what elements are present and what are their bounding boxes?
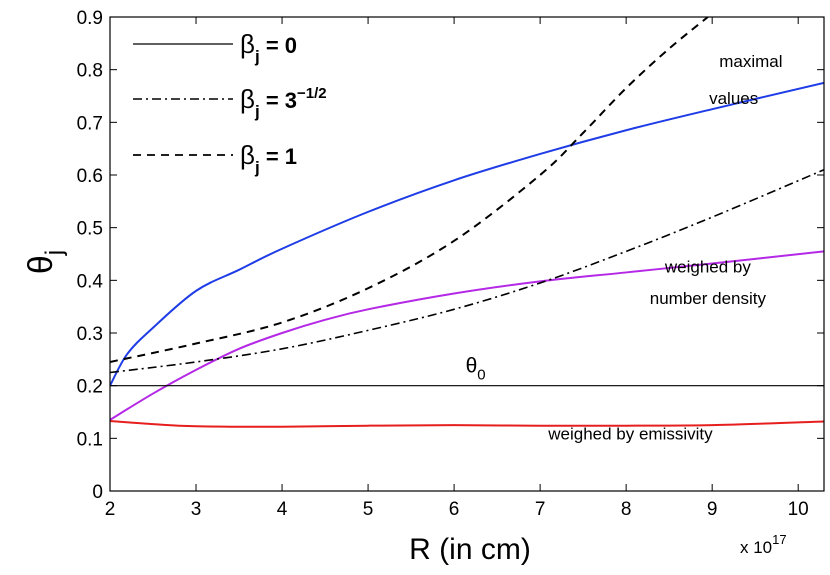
x-multiplier: x 1017 <box>740 532 787 557</box>
x-tick-label: 10 <box>788 499 809 520</box>
annotation-weighed-by: weighed by <box>664 257 752 276</box>
axis-titles: R (in cm) x 1017 θj <box>22 250 787 566</box>
x-tick-label: 4 <box>277 499 288 520</box>
y-axis-title: θj <box>22 250 68 274</box>
x-tick-label: 9 <box>707 499 718 520</box>
annotation-maximal: maximal <box>719 52 782 71</box>
x-multiplier-exponent: 17 <box>772 532 786 547</box>
series-line-weighed-by-number-density <box>110 250 824 421</box>
annotations: maximal values weighed by number density… <box>466 52 783 443</box>
annotation-weighed-by-emissivity: weighed by emissivity <box>547 424 713 443</box>
plot-frame <box>109 16 825 492</box>
legend-entry-beta-0: βj = 0 <box>133 29 297 66</box>
series-line-j-3-1-2 <box>110 168 824 374</box>
x-tick-label: 2 <box>105 499 116 520</box>
series-line-weighed-by-emissivity <box>110 419 824 428</box>
x-tick-label: 7 <box>535 499 546 520</box>
legend-entry-beta-1: βj = 1 <box>133 140 297 177</box>
plot-background <box>110 17 824 491</box>
y-tick-label: 0.2 <box>77 377 103 398</box>
y-tick-label: 0.9 <box>77 8 103 29</box>
annotation-values: values <box>709 89 758 108</box>
y-tick-label: 0.8 <box>77 61 103 82</box>
x-tick-label: 3 <box>191 499 202 520</box>
series-line-maximal-values <box>110 81 824 387</box>
legend-entry-beta-3: βj = 3−1/2 <box>133 84 327 121</box>
theta0-symbol: θ <box>466 355 478 378</box>
legend: βj = 0 βj = 3−1/2 βj = 1 <box>133 29 327 177</box>
legend-label-beta-0: βj = 0 <box>240 29 297 66</box>
y-tick-label: 0 <box>92 482 103 503</box>
y-tick-label: 0.5 <box>77 219 103 240</box>
annotation-number-density: number density <box>650 289 767 308</box>
legend-label-beta-3: βj = 3−1/2 <box>240 84 327 121</box>
x-tick-label: 5 <box>363 499 374 520</box>
theta0-label: θ0 <box>466 355 486 384</box>
x-tick-label: 6 <box>449 499 460 520</box>
x-axis-title: R (in cm) <box>409 533 531 566</box>
x-tick-label: 8 <box>621 499 632 520</box>
theta0-subscript: 0 <box>477 367 485 384</box>
series-line-j-1 <box>110 17 709 363</box>
y-tick-label: 0.3 <box>77 324 103 345</box>
legend-label-beta-1: βj = 1 <box>240 140 297 177</box>
y-tick-label: 0.6 <box>77 166 103 187</box>
axes: 2 3 4 5 6 7 8 9 10 0 0.1 0.2 0.3 0.4 0.5 0.6 0.7 0.8 0.9 <box>77 8 825 520</box>
series-group <box>110 17 824 428</box>
y-tick-label: 0.1 <box>77 429 103 450</box>
y-tick-label: 0.4 <box>77 271 104 292</box>
x-multiplier-base: x 10 <box>740 538 772 557</box>
y-tick-label: 0.7 <box>77 113 103 134</box>
